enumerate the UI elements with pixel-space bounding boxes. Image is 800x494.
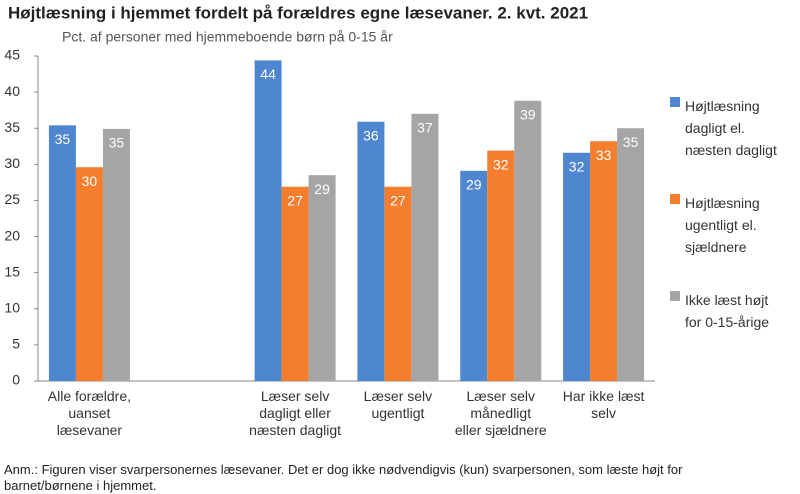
value-label: 37 [417,119,433,135]
value-label: 27 [287,192,303,208]
bar [487,150,515,381]
chart-title: Højtlæsning i hjemmet fordelt på forældr… [8,3,588,22]
value-label: 33 [596,147,612,163]
bar [357,121,385,381]
x-tick-label: Læser selv dagligt eller næsten dagligt [249,388,341,438]
y-tick-label: 30 [4,155,20,171]
chart-subtitle: Pct. af personer med hjemmeboende børn p… [62,29,393,45]
y-tick-label: 10 [4,299,20,315]
bar [281,186,309,381]
value-label: 35 [109,135,125,151]
y-tick-label: 20 [4,227,20,243]
bar [563,152,591,381]
y-tick-label: 0 [12,372,20,388]
value-label: 32 [569,158,585,174]
legend-swatch [670,291,680,301]
y-tick-label: 15 [4,263,20,279]
value-label: 27 [390,192,406,208]
legend-swatch [670,97,680,107]
note: Anm.: Figuren viser svarpersonernes læse… [4,462,683,493]
y-tick-label: 35 [4,119,20,135]
value-label: 36 [363,127,379,143]
bar [75,167,103,381]
y-tick-label: 40 [4,83,20,99]
bar [102,128,130,381]
x-tick-label: Har ikke læst selv [562,388,645,421]
bar [308,175,336,381]
value-label: 44 [260,66,276,82]
value-label: 35 [623,134,639,150]
bar [254,60,282,381]
value-label: 29 [466,177,482,193]
bar [514,100,542,382]
bar [460,170,488,381]
y-tick-label: 45 [4,47,20,63]
legend-label: Højtlæsning dagligt el. næsten dagligt [685,98,777,158]
bar [48,125,76,381]
value-label: 32 [493,156,509,172]
x-tick-label: Læser selv ugentligt [363,388,433,421]
value-label: 39 [520,106,536,122]
legend-label: Ikke læst højt for 0-15-årige [685,292,770,330]
value-label: 30 [82,173,98,189]
value-label: 35 [55,131,71,147]
legend-label: Højtlæsning ugentligt el. sjældnere [685,195,760,255]
legend-swatch [670,194,680,204]
y-tick-label: 25 [4,191,20,207]
x-tick-label: Læser selv månedligt eller sjældnere [454,388,547,438]
bar [617,128,645,381]
bar [590,141,618,381]
x-tick-label: Alle forældre, uanset læsevaner [47,388,132,438]
y-tick-label: 5 [12,336,20,352]
bar [384,186,412,381]
bar [411,113,439,382]
value-label: 29 [314,181,330,197]
